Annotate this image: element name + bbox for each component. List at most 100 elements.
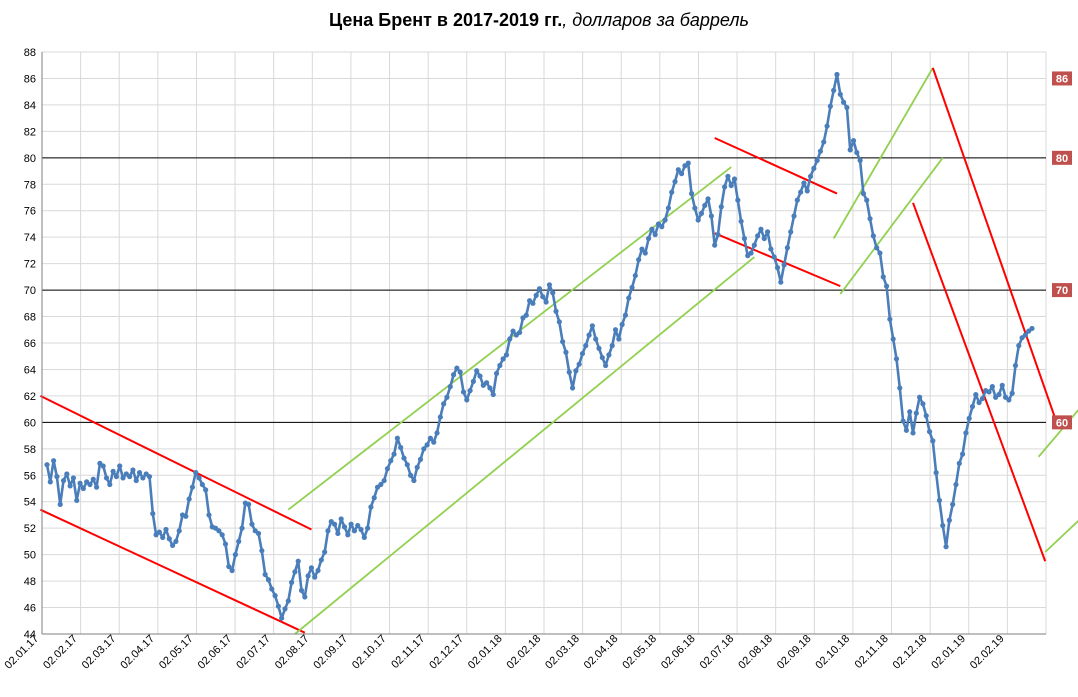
- price-point: [569, 385, 576, 391]
- price-point: [414, 464, 420, 470]
- price-point: [322, 549, 328, 555]
- price-point: [100, 463, 106, 469]
- price-point: [801, 180, 807, 186]
- price-point: [103, 475, 110, 481]
- price-point: [510, 328, 516, 334]
- price-point: [821, 139, 827, 145]
- price-point: [348, 521, 354, 527]
- price-point: [903, 427, 909, 433]
- price-point: [173, 538, 179, 545]
- price-point: [259, 548, 265, 554]
- price-point: [890, 336, 896, 342]
- price-point: [467, 388, 473, 394]
- price-point: [229, 567, 235, 574]
- price-point: [295, 558, 301, 564]
- price-point: [705, 196, 711, 202]
- y-tick-label: 54: [24, 497, 36, 509]
- y-tick-label: 56: [24, 470, 36, 482]
- price-point: [361, 534, 367, 541]
- price-point: [784, 245, 791, 251]
- price-point: [325, 528, 331, 534]
- price-point: [860, 190, 867, 197]
- price-point: [959, 451, 966, 457]
- price-point: [384, 466, 391, 472]
- y-tick-label: 62: [24, 391, 36, 403]
- grid: [41, 51, 1047, 635]
- x-tick-label: 02.06.18: [659, 633, 698, 672]
- price-point: [312, 574, 318, 580]
- trend-line-2: [39, 508, 306, 634]
- price-point: [979, 395, 986, 402]
- y-tick-label: 86: [24, 73, 36, 85]
- price-point: [566, 369, 572, 375]
- price-point: [900, 418, 906, 424]
- price-point: [156, 529, 162, 535]
- price-point: [811, 165, 817, 171]
- price-point: [735, 197, 741, 203]
- price-point: [378, 481, 384, 488]
- level-badge: [1052, 415, 1072, 430]
- price-point: [751, 242, 757, 248]
- price-point: [543, 299, 549, 305]
- price-point: [77, 480, 83, 486]
- price-point: [761, 235, 767, 242]
- level-badge-label: 70: [1056, 285, 1068, 297]
- price-point: [305, 573, 311, 579]
- level-badge-label: 60: [1056, 417, 1068, 429]
- price-point: [708, 213, 714, 219]
- price-point: [477, 373, 483, 379]
- price-point: [351, 528, 357, 534]
- price-point: [679, 171, 685, 177]
- price-point: [150, 511, 156, 517]
- price-point: [176, 528, 182, 534]
- price-point: [421, 446, 427, 452]
- price-point: [887, 316, 893, 322]
- price-point: [262, 571, 268, 578]
- price-point: [470, 378, 476, 384]
- price-point: [550, 290, 556, 296]
- price-point: [804, 188, 810, 194]
- price-point: [87, 481, 93, 488]
- price-point: [599, 354, 605, 361]
- y-tick-label: 44: [24, 629, 36, 641]
- price-point: [996, 391, 1002, 398]
- price-point: [728, 182, 734, 189]
- price-point: [560, 339, 566, 345]
- price-point: [695, 217, 701, 223]
- price-point: [652, 231, 658, 238]
- price-point: [626, 295, 632, 301]
- price-point: [120, 475, 126, 481]
- x-tick-label: 02.05.17: [157, 633, 196, 672]
- price-point: [57, 501, 63, 507]
- chart-title-unit: , долларов за баррель: [562, 10, 749, 30]
- price-point: [950, 501, 956, 507]
- price-point: [338, 516, 344, 522]
- price-point: [490, 391, 496, 398]
- price-point: [956, 460, 962, 466]
- price-point: [920, 401, 926, 407]
- price-point: [1012, 362, 1019, 369]
- price-point: [844, 104, 850, 111]
- level-badges: 86 80 70 60: [1052, 71, 1072, 430]
- price-point: [318, 557, 324, 563]
- price-point: [973, 391, 979, 398]
- level-badge: [1052, 283, 1072, 298]
- price-point: [791, 213, 797, 219]
- price-point: [989, 384, 995, 390]
- price-point: [285, 598, 291, 604]
- price-point: [500, 356, 506, 362]
- price-point: [497, 362, 503, 369]
- x-tick-label: 02.03.18: [543, 633, 582, 672]
- price-point: [850, 138, 857, 144]
- price-point: [434, 430, 440, 436]
- price-point: [345, 532, 351, 538]
- price-point: [222, 541, 229, 547]
- price-point: [963, 430, 969, 436]
- price-point: [665, 205, 672, 211]
- price-point: [1016, 343, 1022, 349]
- x-tick-label: 02.12.18: [891, 633, 930, 672]
- price-point: [636, 257, 642, 263]
- price-point: [90, 476, 96, 482]
- x-tick-label: 02.07.17: [234, 633, 273, 672]
